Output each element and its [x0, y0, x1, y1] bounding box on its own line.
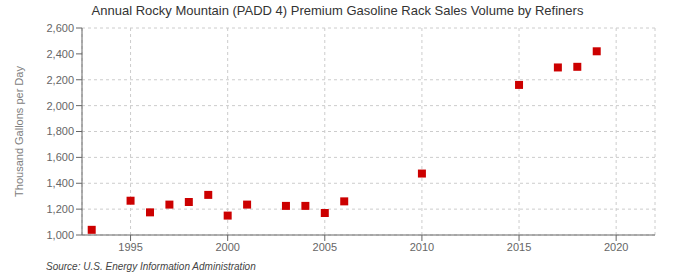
svg-text:2,000: 2,000 [46, 100, 74, 112]
svg-text:2015: 2015 [507, 241, 531, 253]
svg-text:1,200: 1,200 [46, 203, 74, 215]
html-text:Annual Rocky Mountain (PADD 4): Annual Rocky Mountain (PADD 4) Premium G… [91, 3, 584, 18]
svg-text:2010: 2010 [410, 241, 434, 253]
svg-text:1,800: 1,800 [46, 125, 74, 137]
svg-text:1995: 1995 [118, 241, 142, 253]
svg-text:2,200: 2,200 [46, 74, 74, 86]
html-text:Source: U.S. Energy Informatio: Source: U.S. Energy Information Administ… [46, 261, 256, 272]
svg-text:1,600: 1,600 [46, 151, 74, 163]
svg-text:2,400: 2,400 [46, 48, 74, 60]
svg-text:Thousand Gallons per Day: Thousand Gallons per Day [13, 66, 25, 197]
svg-text:2000: 2000 [215, 241, 239, 253]
svg-text:2020: 2020 [604, 241, 628, 253]
svg-text:2005: 2005 [313, 241, 337, 253]
svg-text:2,600: 2,600 [46, 22, 74, 34]
svg-text:1,400: 1,400 [46, 177, 74, 189]
svg-text:1,000: 1,000 [46, 229, 74, 241]
